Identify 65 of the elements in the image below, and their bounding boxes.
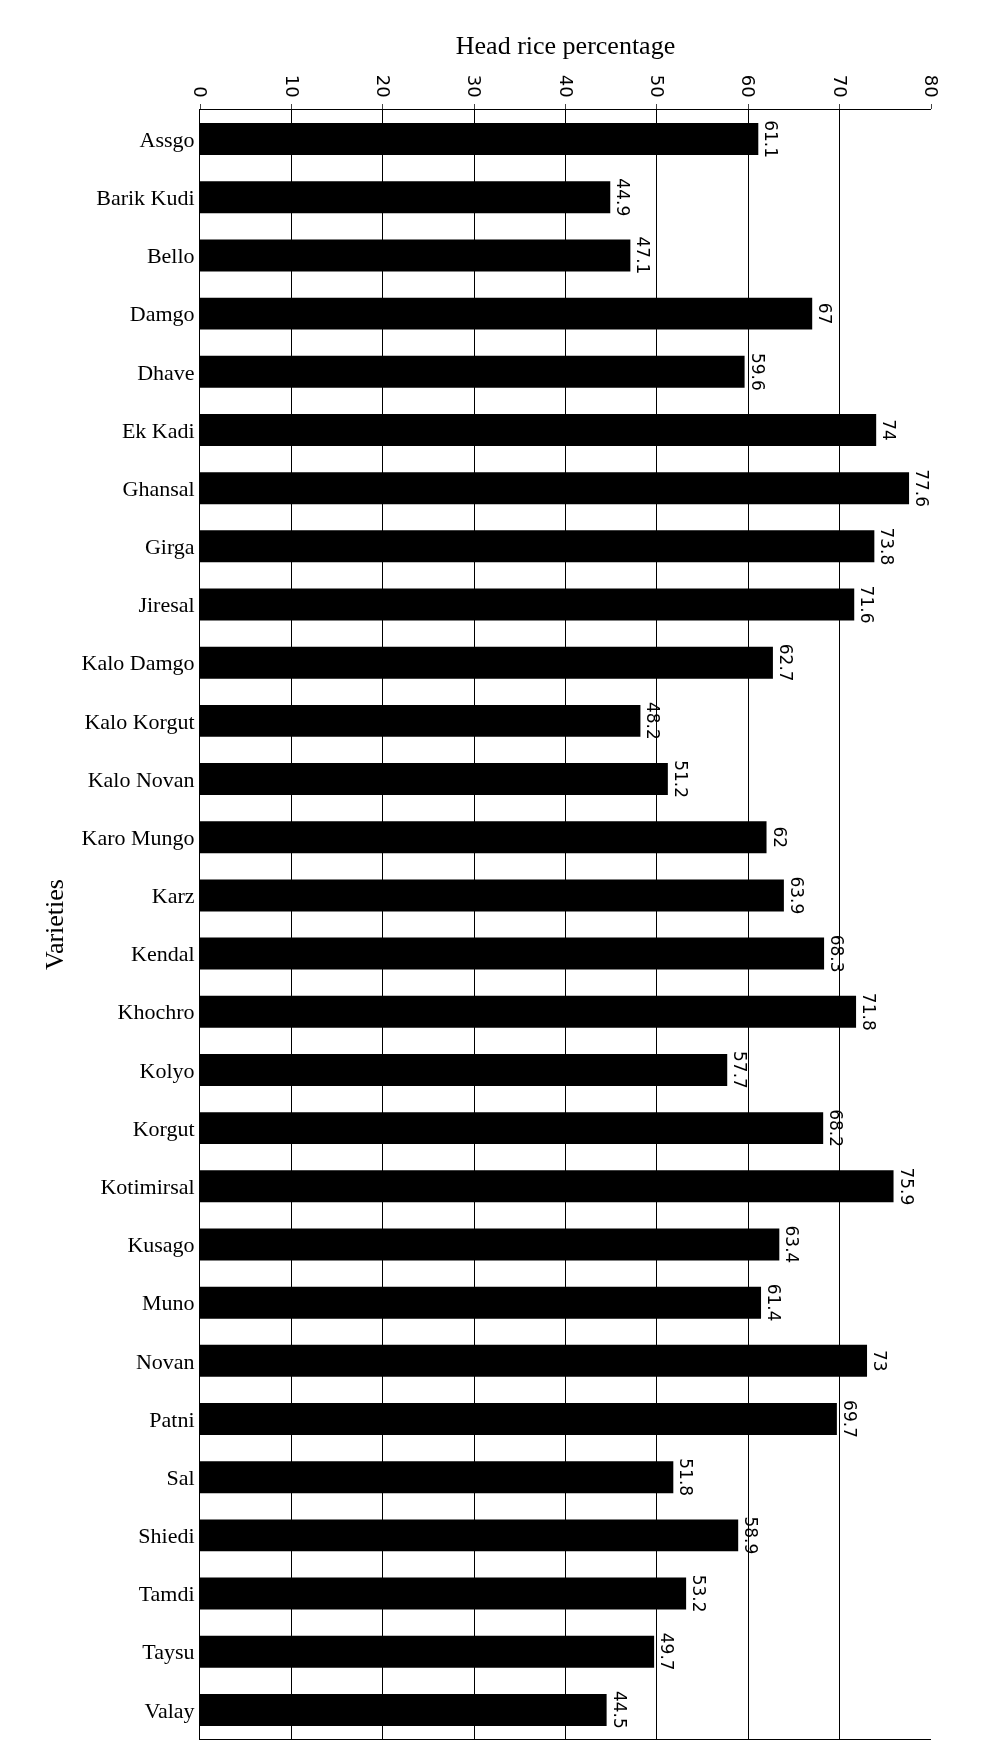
x-tick-label: 50 xyxy=(647,74,669,98)
data-label: 69.7 xyxy=(839,1400,860,1438)
data-label: 71.8 xyxy=(859,992,880,1031)
x-tick-label: 70 xyxy=(829,74,851,98)
y-tick-label: Patni xyxy=(149,1406,195,1432)
y-tick-label: Karo Mungo xyxy=(81,824,195,850)
y-tick-label: Damgo xyxy=(129,301,195,327)
data-label: 77.6 xyxy=(912,469,933,508)
data-label: 51.8 xyxy=(676,1458,697,1497)
y-tick-label: Kotimirsal xyxy=(100,1174,195,1199)
x-tick-label: 10 xyxy=(281,74,303,98)
data-label: 71.6 xyxy=(857,585,878,624)
y-tick-label: Kalo Damgo xyxy=(81,650,195,676)
y-tick-label: Assgo xyxy=(139,126,195,152)
data-label: 63.4 xyxy=(782,1225,803,1264)
y-tick-label: Kolyo xyxy=(139,1057,195,1083)
y-tick-label: Valay xyxy=(144,1697,195,1723)
data-label: 68.2 xyxy=(826,1109,847,1148)
data-label: 61.1 xyxy=(761,120,782,159)
x-tick-label: 40 xyxy=(555,74,577,98)
data-label: 51.2 xyxy=(670,760,691,798)
y-tick-label: Kusago xyxy=(127,1232,195,1258)
data-label: 49.7 xyxy=(657,1632,678,1671)
data-label: 74 xyxy=(879,419,900,441)
data-label: 58.9 xyxy=(741,1516,762,1555)
y-tick-label: Taysu xyxy=(142,1639,195,1665)
data-label: 57.7 xyxy=(730,1051,751,1089)
x-tick-label: 80 xyxy=(921,74,943,98)
y-axis-title: Varieties xyxy=(39,879,69,970)
data-label: 73.8 xyxy=(877,527,898,566)
y-tick-label: Kendal xyxy=(131,941,195,967)
x-tick-label: 20 xyxy=(372,74,394,98)
y-tick-label: Ek Kadi xyxy=(121,417,195,443)
x-axis-title: Head rice percentage xyxy=(455,31,676,61)
x-tick-label: 60 xyxy=(738,74,760,98)
y-tick-label: Kalo Novan xyxy=(87,766,195,792)
data-label: 62 xyxy=(769,826,790,849)
data-label: 63.9 xyxy=(786,876,807,915)
y-tick-label: Novan xyxy=(135,1348,195,1374)
y-tick-label: Sal xyxy=(166,1464,195,1490)
data-label: 75.9 xyxy=(896,1167,917,1206)
data-label: 53.2 xyxy=(689,1574,710,1613)
data-label: 62.7 xyxy=(775,643,796,682)
data-label: 59.6 xyxy=(747,352,768,391)
y-tick-label: Girga xyxy=(144,534,195,560)
y-tick-label: Barik Kudi xyxy=(96,184,195,210)
y-tick-label: Kalo Korgut xyxy=(84,708,195,734)
y-tick-label: Korgut xyxy=(132,1115,195,1141)
y-tick-label: Bello xyxy=(146,243,195,269)
y-tick-label: Shiedi xyxy=(138,1523,195,1549)
x-tick-label: 0 xyxy=(190,86,212,98)
data-label: 61.4 xyxy=(764,1283,785,1322)
y-tick-label: Tamdi xyxy=(138,1581,195,1607)
data-label: 44.5 xyxy=(609,1690,630,1729)
y-tick-label: Karz xyxy=(151,883,195,909)
y-tick-label: Khochro xyxy=(117,999,195,1025)
x-tick-label: 30 xyxy=(464,74,486,98)
data-label: 44.9 xyxy=(613,178,634,217)
data-label: 73 xyxy=(870,1350,891,1372)
y-tick-label: Dhave xyxy=(137,359,195,385)
y-tick-label: Ghansal xyxy=(122,475,195,501)
data-label: 47.1 xyxy=(633,236,654,275)
y-tick-label: Jiresal xyxy=(138,592,195,618)
y-tick-label: Muno xyxy=(142,1290,195,1316)
data-label: 67 xyxy=(815,302,836,325)
